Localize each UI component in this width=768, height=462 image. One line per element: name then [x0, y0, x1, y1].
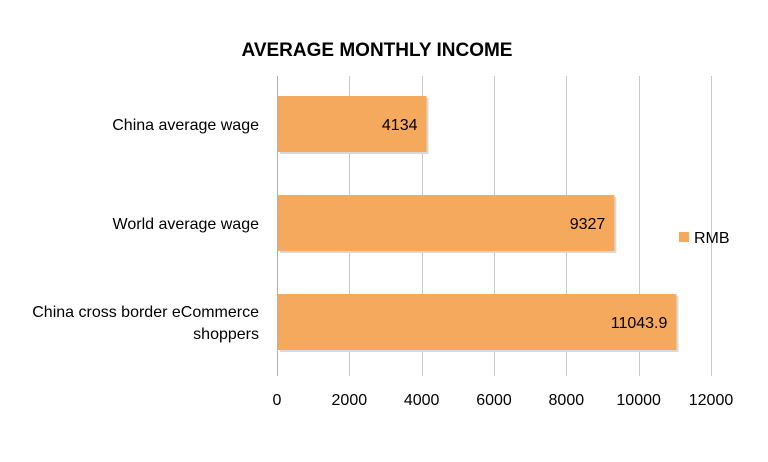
category-label-line: World average wage	[113, 216, 260, 233]
x-tick-label: 6000	[476, 392, 512, 409]
category-label-line: China average wage	[112, 117, 259, 134]
x-tick-label: 2000	[332, 392, 368, 409]
x-tick-labels: 0 2000 4000 6000 8000 10000 12000	[273, 392, 734, 409]
data-label: 4134	[382, 117, 418, 134]
bar	[278, 195, 615, 251]
x-tick-label: 4000	[404, 392, 440, 409]
x-tick-label: 0	[273, 392, 282, 409]
category-label-line: China cross border eCommerce	[32, 304, 259, 321]
chart-title: AVERAGE MONTHLY INCOME	[242, 40, 513, 61]
bar	[278, 294, 677, 350]
category-label: China average wage	[112, 117, 259, 134]
category-labels: China average wage World average wage Chin…	[32, 117, 259, 343]
bar	[278, 96, 427, 152]
category-label-line: shoppers	[193, 326, 259, 343]
category-label: World average wage	[113, 216, 260, 233]
data-label: 9327	[570, 216, 606, 233]
bars: 4134 9327 11043.9	[278, 96, 679, 352]
category-label: China cross border eCommerce shoppers	[32, 304, 259, 343]
x-tick-label: 8000	[549, 392, 585, 409]
legend-label: RMB	[694, 230, 730, 247]
x-tick-label: 10000	[616, 392, 661, 409]
data-label: 11043.9	[611, 315, 668, 332]
legend: RMB	[679, 230, 730, 247]
x-tick-label: 12000	[689, 392, 734, 409]
legend-swatch	[679, 232, 689, 242]
